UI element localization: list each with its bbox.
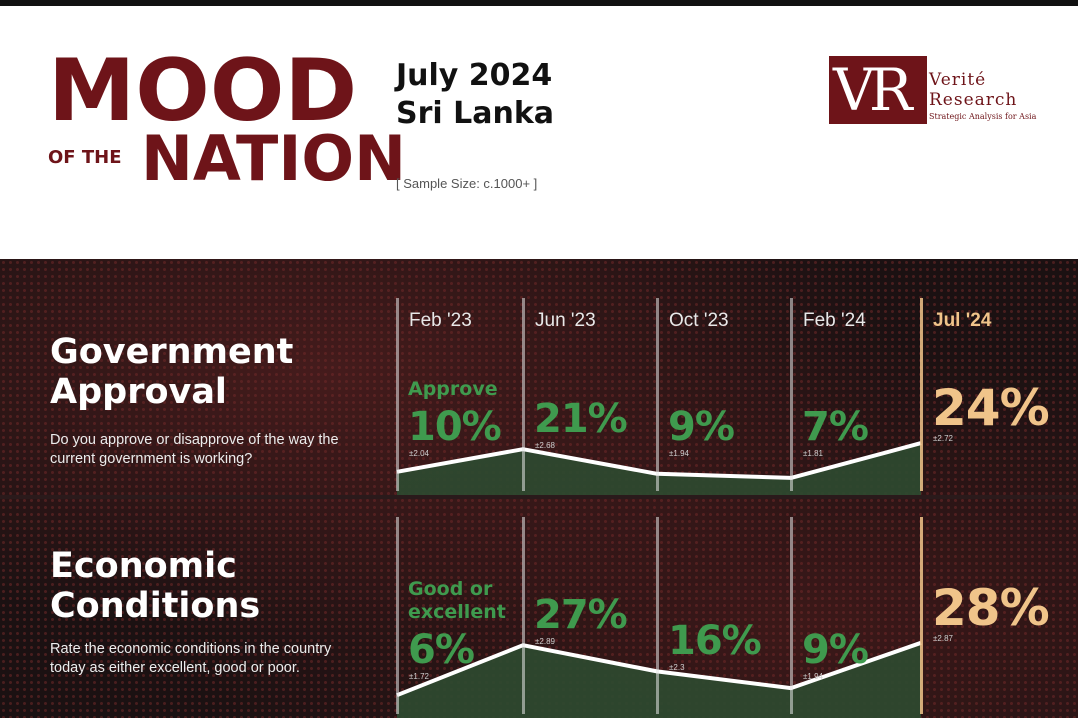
month-label: Feb '24 — [803, 310, 866, 331]
survey-country: Sri Lanka — [396, 96, 555, 131]
gov-column-divider — [522, 298, 525, 491]
gov-margin-label: ±1.81 — [803, 449, 823, 458]
month-label: Jun '23 — [535, 310, 596, 331]
logo-tagline: Strategic Analysis for Asia — [929, 112, 1037, 121]
title-of-the: OF THE — [48, 147, 122, 168]
gov-column-divider — [790, 298, 793, 491]
gov-column-divider — [656, 298, 659, 491]
gov-value-label: 21% — [534, 396, 628, 442]
economic-conditions-question: Rate the economic conditions in the coun… — [50, 641, 332, 676]
econ-value-label: 9% — [802, 627, 869, 673]
econ-value-label: 6% — [408, 627, 475, 673]
gov-column-divider — [920, 298, 923, 491]
econ-margin-label: ±1.72 — [409, 672, 429, 681]
gov-margin-label: ±2.68 — [535, 441, 555, 450]
survey-date: July 2024 — [396, 58, 553, 93]
econ-margin-label: ±2.89 — [535, 637, 555, 646]
gov-value-label: 9% — [668, 404, 735, 450]
economic-conditions-heading: Economic Conditions — [50, 546, 260, 626]
gov-approval-heading: Government Approval — [50, 332, 293, 412]
econ-column-divider — [920, 517, 923, 714]
logo-text-research: Research — [929, 90, 1018, 110]
econ-margin-label: ±2.3 — [669, 663, 685, 672]
gov-value-label: 24% — [932, 379, 1050, 437]
gov-column-divider — [396, 298, 399, 491]
econ-column-divider — [656, 517, 659, 714]
econ-category-label: Good or excellent — [408, 578, 506, 623]
gov-category-label: Approve — [408, 378, 498, 400]
econ-column-divider — [396, 517, 399, 714]
logo-box — [829, 56, 927, 124]
verite-research-logo: VR Verité Research Strategic Analysis fo… — [829, 56, 1039, 126]
title-mood: MOOD — [48, 41, 358, 141]
economic-conditions-title: Economic Conditions — [50, 546, 261, 626]
top-bar — [0, 0, 1078, 6]
gov-value-label: 10% — [408, 404, 502, 450]
month-label: Jul '24 — [933, 310, 992, 331]
month-label: Oct '23 — [669, 310, 729, 331]
logo-mark: VR — [833, 56, 913, 124]
econ-value-label: 16% — [668, 618, 762, 664]
gov-margin-label: ±2.04 — [409, 449, 429, 458]
gov-value-label: 7% — [802, 404, 869, 450]
econ-column-divider — [790, 517, 793, 714]
econ-margin-label: ±2.87 — [933, 634, 953, 643]
gov-approval-question: Do you approve or disapprove of the way … — [50, 432, 339, 467]
gov-margin-label: ±2.72 — [933, 434, 953, 443]
row-separator — [0, 495, 1078, 499]
month-label: Feb '23 — [409, 310, 472, 331]
gov-approval-title: Government Approval — [50, 332, 294, 412]
econ-value-label: 28% — [932, 579, 1050, 637]
logo-text-verite: Verité — [929, 70, 987, 90]
sample-size: [ Sample Size: c.1000+ ] — [396, 176, 538, 191]
gov-margin-label: ±1.94 — [669, 449, 689, 458]
econ-value-label: 27% — [534, 592, 628, 638]
title-nation: NATION — [141, 122, 407, 195]
econ-column-divider — [522, 517, 525, 714]
econ-margin-label: ±1.94 — [803, 672, 823, 681]
